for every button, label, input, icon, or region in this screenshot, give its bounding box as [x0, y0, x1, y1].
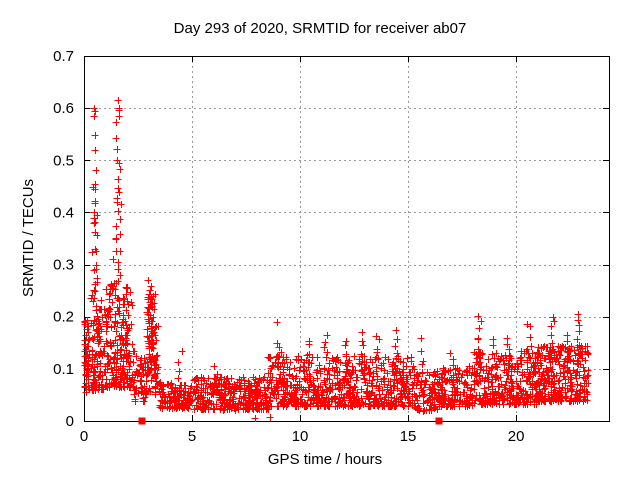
svg-text:5: 5 [188, 428, 196, 445]
svg-text:0.3: 0.3 [53, 257, 74, 274]
y-axis-label: SRMTID / TECUs [20, 179, 37, 297]
plot-border [84, 56, 610, 422]
x-tick-labels: 0 5 10 15 20 [80, 428, 525, 445]
svg-text:0.6: 0.6 [53, 100, 74, 117]
svg-text:0: 0 [80, 428, 88, 445]
chart-title: Day 293 of 2020, SRMTID for receiver ab0… [174, 20, 467, 37]
x-axis-label: GPS time / hours [268, 451, 382, 468]
svg-text:0.1: 0.1 [53, 361, 74, 378]
svg-text:15: 15 [400, 428, 417, 445]
svg-text:0: 0 [66, 413, 74, 430]
y-tick-labels: 0 0.1 0.2 0.3 0.4 0.5 0.6 0.7 [53, 48, 74, 430]
svg-text:0.2: 0.2 [53, 309, 74, 326]
svg-text:10: 10 [292, 428, 309, 445]
svg-text:0.7: 0.7 [53, 48, 74, 65]
svg-text:20: 20 [508, 428, 525, 445]
svg-text:0.4: 0.4 [53, 204, 74, 221]
gridlines [84, 56, 609, 421]
data-points [81, 97, 592, 422]
svg-text:0.5: 0.5 [53, 152, 74, 169]
flagged-square-markers [138, 417, 443, 425]
